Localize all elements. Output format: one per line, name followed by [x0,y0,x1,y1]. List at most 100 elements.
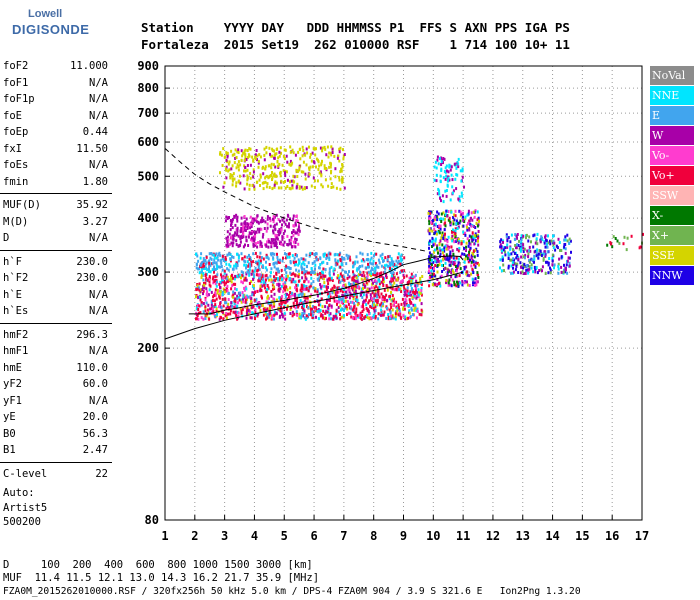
echo-point [213,299,216,303]
echo-point [435,232,438,236]
echo-point [228,160,231,164]
echo-point [396,261,399,265]
echo-point [340,308,342,312]
echo-point [366,274,369,278]
echo-point [236,226,239,230]
echo-point [312,160,315,164]
echo-point [380,280,383,284]
echo-point [541,265,544,269]
echo-point [347,273,349,277]
echo-point [287,243,290,247]
echo-point [323,281,326,285]
echo-point [340,167,343,171]
echo-point [394,264,397,268]
echo-point [549,239,551,243]
echo-point [328,165,331,169]
echo-point [464,257,467,261]
echo-point [337,154,340,158]
echo-point [208,267,210,271]
echo-point [377,317,380,321]
echo-point [300,257,303,261]
param-row: foF2 11.000 [0,58,112,75]
echo-point [279,258,281,262]
echo-point [273,304,276,308]
echo-point [459,169,462,173]
echo-point [271,147,274,151]
echo-point [221,293,224,297]
echo-point [308,285,311,289]
echo-point [296,231,299,235]
echo-point [355,295,358,299]
echo-point [232,290,235,294]
echo-point [227,291,230,295]
echo-point [230,301,233,305]
echo-point [236,297,239,301]
echo-point [346,295,348,299]
echo-point [236,252,238,256]
echo-point [440,199,442,203]
echo-point [273,241,276,245]
echo-point [304,270,307,274]
param-value: 11.000 [70,60,108,72]
echo-point [246,176,249,180]
echo-point [341,286,344,290]
echo-point [234,274,237,278]
echo-point [413,275,416,279]
echo-point [256,227,259,231]
echo-point [507,251,510,255]
echo-point [260,227,263,231]
echo-point [250,306,253,310]
param-label: h`F2 [3,272,29,284]
echo-point [243,226,246,230]
echo-point [331,286,334,290]
echo-point [246,164,249,167]
echo-point [461,169,464,173]
echo-point [253,237,256,241]
echo-point [215,284,218,288]
echo-point [233,264,236,268]
echo-point [642,232,644,236]
echo-point [470,256,473,260]
echo-point [513,252,516,255]
echo-point [216,280,218,284]
echo-point [406,289,409,293]
echo-point [275,271,278,275]
echo-point [313,179,316,183]
echo-point [344,270,346,274]
echo-point [268,164,271,168]
echo-point [263,147,266,151]
echo-point [341,176,344,180]
echo-point [246,174,249,178]
echo-point [197,317,200,321]
echo-point [265,260,267,264]
echo-point [380,292,383,296]
auto-artist: Artist5 [3,501,48,514]
echo-point [273,215,276,219]
echo-point [262,281,265,285]
echo-point [269,152,271,156]
echo-point [221,268,224,272]
echo-point [413,293,416,297]
echo-point [468,219,471,223]
echo-point [552,239,555,243]
echo-point [318,276,321,280]
param-value: 22 [95,467,108,480]
echo-point [570,250,572,254]
echo-point [326,298,328,302]
echo-point [252,260,255,264]
echo-point [383,264,386,268]
echo-point [456,282,459,286]
echo-point [377,278,380,282]
echo-point [290,280,293,284]
echo-point [294,231,297,235]
echo-point [343,303,346,307]
echo-point [399,255,402,259]
echo-point [385,317,388,320]
echo-point [244,165,247,169]
echo-point [264,308,267,312]
echo-point [557,237,560,241]
echo-point [256,262,259,266]
echo-point [251,155,254,159]
echo-point [304,317,307,321]
echo-point [351,278,354,282]
